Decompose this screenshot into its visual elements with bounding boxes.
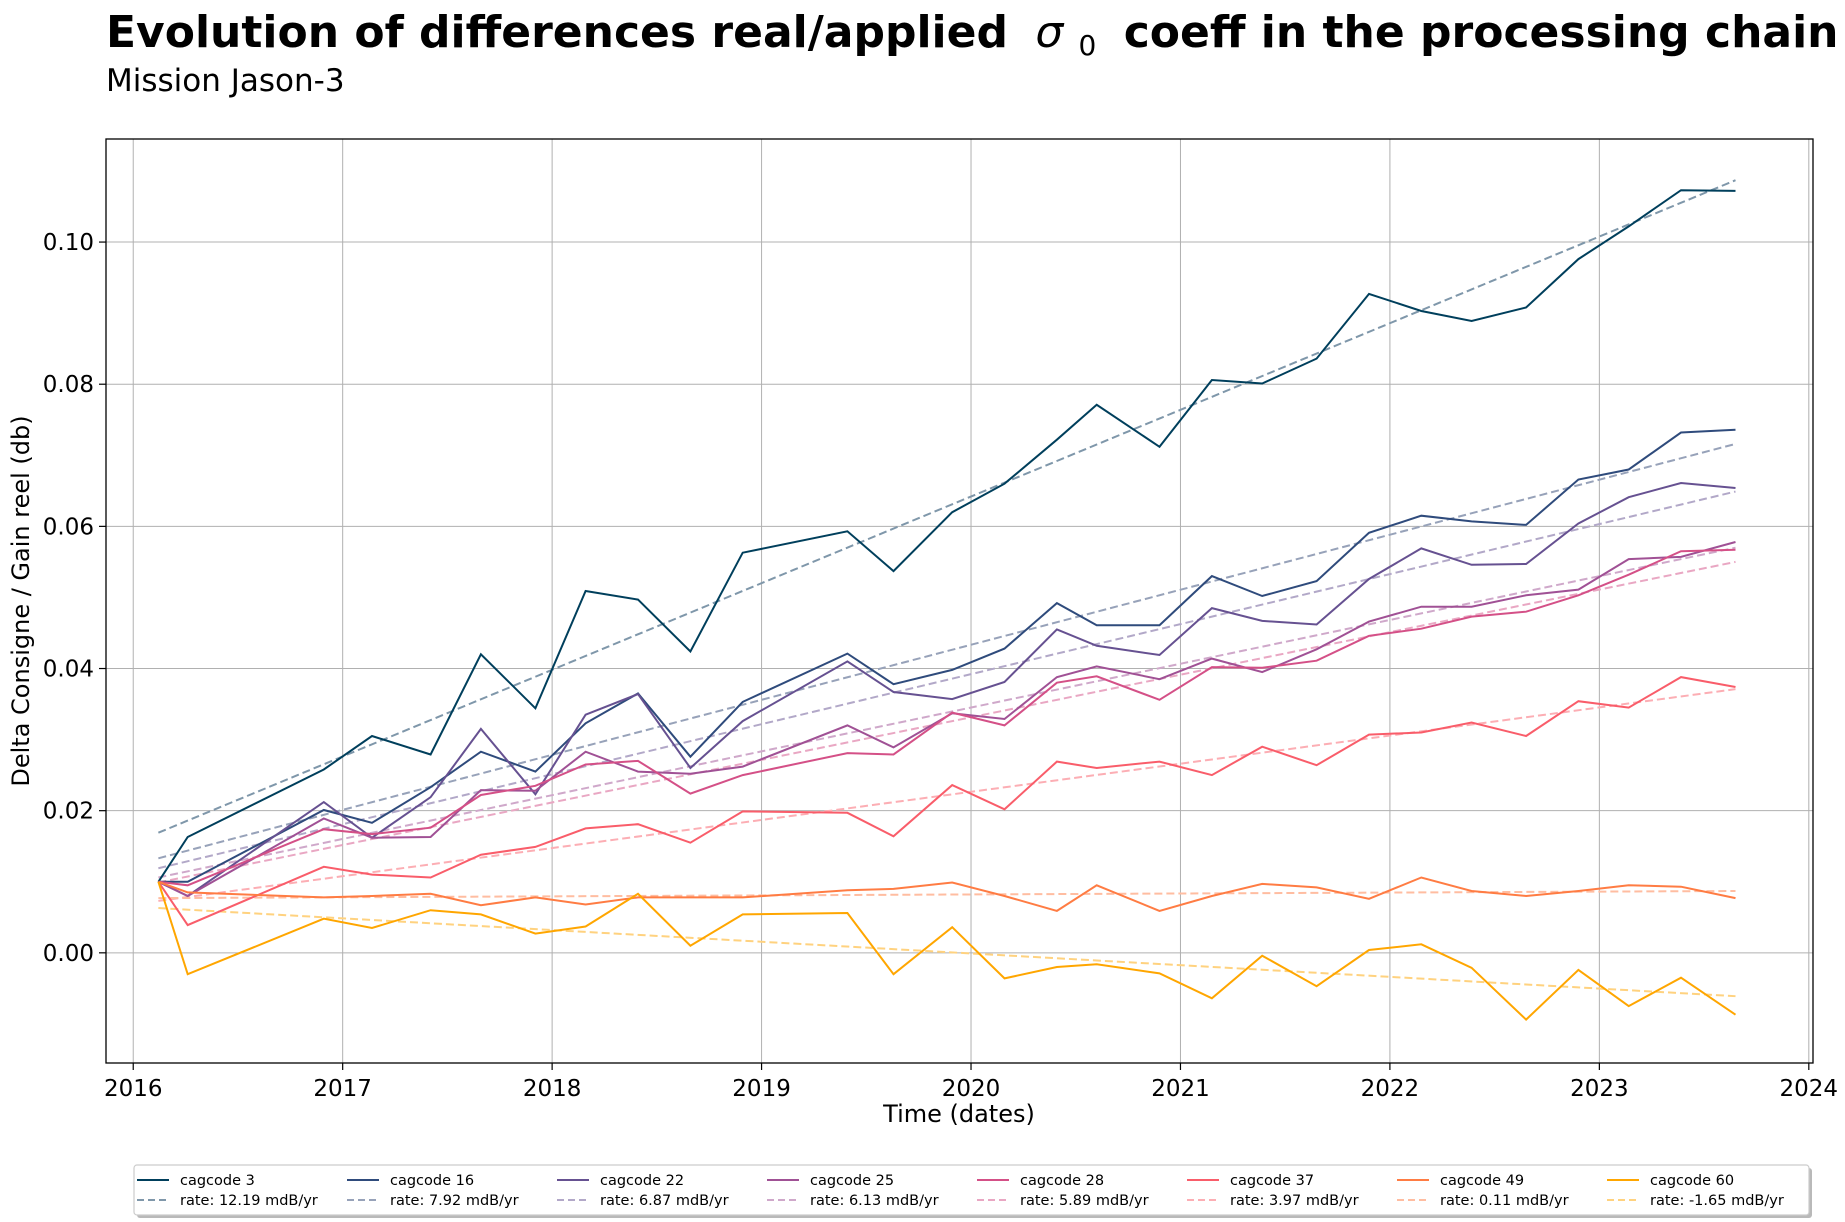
x-tick-label: 2023 — [1570, 1076, 1629, 1102]
legend-trend-label: rate: 6.87 mdB/yr — [600, 1193, 729, 1209]
x-axis-label: Time (dates) — [882, 1100, 1035, 1128]
y-tick-label: 0.08 — [43, 372, 94, 398]
trend-lines — [157, 179, 1736, 998]
chart-subtitle: Mission Jason-3 — [106, 63, 345, 99]
x-tick-label: 2017 — [313, 1076, 372, 1102]
legend-trend-label: rate: 3.97 mdB/yr — [1230, 1193, 1359, 1209]
series-line — [157, 676, 1736, 927]
y-axis-label: Delta Consigne / Gain reel (db) — [7, 415, 35, 786]
y-tick-label: 0.00 — [43, 941, 94, 967]
x-tick-label: 2022 — [1361, 1076, 1420, 1102]
y-tick-label: 0.02 — [43, 799, 94, 825]
series-line — [157, 481, 1736, 898]
legend-trend-label: rate: -1.65 mdB/yr — [1650, 1193, 1784, 1209]
axis-ticks: 2016 2017 2018 2019 2020 2021 2022 2023 2024 0.00… — [43, 230, 1838, 1102]
x-tick-label: 2018 — [523, 1076, 582, 1102]
trend-line — [158, 490, 1736, 870]
series-line — [158, 876, 1736, 912]
legend-trend-label: rate: 7.92 mdB/yr — [390, 1193, 519, 1209]
legend-box — [133, 1164, 1810, 1216]
legend-items: cagcode 3 rate: 12.19 mdB/yr cagcode 16 rat… — [137, 1173, 1784, 1209]
x-tick-label: 2020 — [942, 1076, 1001, 1102]
legend-trend-label: rate: 0.11 mdB/yr — [1440, 1193, 1569, 1209]
trend-line — [158, 546, 1736, 879]
chart-title: Evolution of differences real/applied σ … — [106, 7, 1839, 66]
trend-line — [157, 179, 1736, 834]
series-line — [157, 541, 1736, 898]
series-line — [158, 428, 1736, 883]
legend-label: cagcode 60 — [1650, 1173, 1734, 1189]
trend-line — [158, 560, 1736, 884]
series-lines — [157, 189, 1737, 1021]
legend-label: cagcode 25 — [810, 1173, 894, 1189]
x-tick-label: 2021 — [1151, 1076, 1210, 1102]
series-line — [158, 548, 1736, 887]
trend-line — [158, 442, 1736, 860]
y-tick-label: 0.10 — [43, 230, 94, 256]
legend: cagcode 3 rate: 12.19 mdB/yr cagcode 16 rat… — [133, 1164, 1812, 1218]
legend-trend-label: rate: 6.13 mdB/yr — [810, 1193, 939, 1209]
chart-title-rest: coeff in the processing chain — [1124, 7, 1839, 58]
legend-label: cagcode 22 — [600, 1173, 684, 1189]
legend-label: cagcode 28 — [1020, 1173, 1104, 1189]
legend-label: cagcode 3 — [180, 1173, 255, 1189]
legend-label: cagcode 49 — [1440, 1173, 1524, 1189]
series-line — [157, 881, 1737, 1021]
y-tick-label: 0.04 — [43, 657, 94, 683]
trend-line — [158, 889, 1736, 900]
trend-line — [158, 688, 1736, 902]
legend-label: cagcode 16 — [390, 1173, 474, 1189]
x-tick-label: 2024 — [1780, 1076, 1839, 1102]
legend-trend-label: rate: 12.19 mdB/yr — [180, 1193, 318, 1209]
x-tick-label: 2019 — [732, 1076, 791, 1102]
legend-trend-label: rate: 5.89 mdB/yr — [1020, 1193, 1149, 1209]
y-tick-label: 0.06 — [43, 514, 94, 540]
legend-label: cagcode 37 — [1230, 1173, 1314, 1189]
chart-title-symbol: σ — [1035, 7, 1064, 58]
plot-frame — [105, 138, 1814, 1064]
x-tick-label: 2016 — [104, 1076, 163, 1102]
chart-title-main: Evolution of differences real/applied — [106, 7, 1008, 58]
series-line — [157, 189, 1736, 883]
chart-title-subscript: 0 — [1079, 29, 1097, 62]
